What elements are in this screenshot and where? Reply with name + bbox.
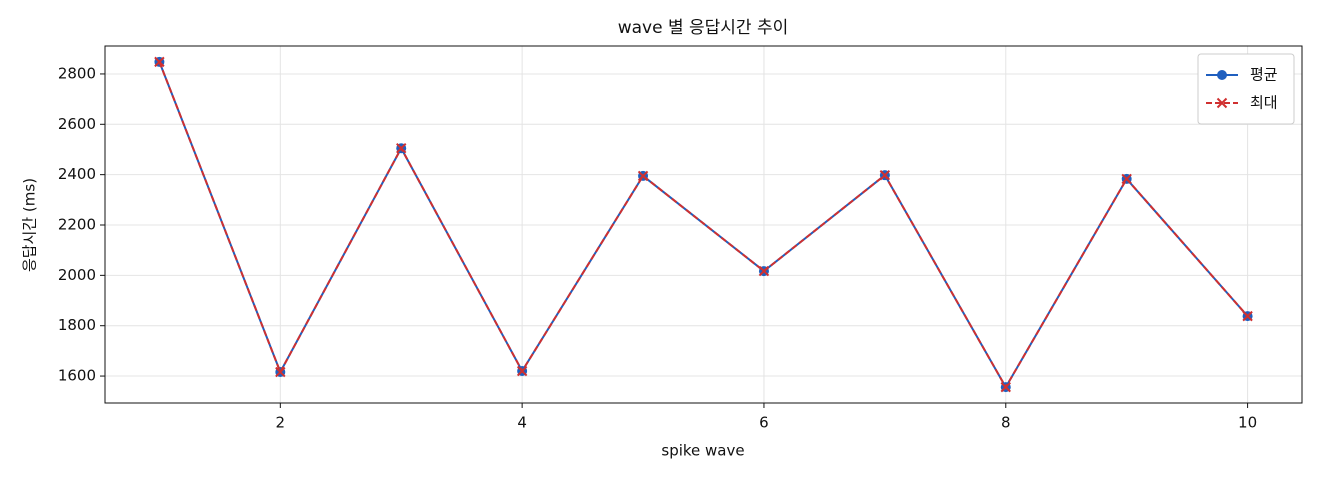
x-tick-label: 8 <box>1001 414 1011 432</box>
y-tick-label: 2400 <box>58 165 96 183</box>
marker <box>154 56 165 68</box>
plot-frame <box>104 45 1303 404</box>
legend-box <box>1197 53 1295 125</box>
legend-label: 최대 <box>1250 94 1278 112</box>
marker <box>516 365 528 377</box>
y-axis-label: 응답시간 (ms) <box>21 178 39 272</box>
x-tick-label: 4 <box>517 414 527 432</box>
marker <box>275 366 286 378</box>
legend-marker <box>1217 70 1227 80</box>
x-tick-label: 10 <box>1238 414 1257 432</box>
x-tick-label: 6 <box>759 414 769 432</box>
marker <box>758 265 770 277</box>
marker <box>1000 381 1011 393</box>
y-tick-label: 1800 <box>58 316 96 334</box>
marker <box>1121 173 1132 185</box>
legend-label: 평균 <box>1250 66 1278 84</box>
y-tick-label: 2600 <box>58 115 96 133</box>
y-tick-label: 2000 <box>58 266 96 284</box>
series-line <box>158 61 1249 390</box>
chart-title: wave 별 응답시간 추이 <box>618 18 789 38</box>
marker <box>396 143 407 154</box>
y-tick-label: 2200 <box>58 216 96 234</box>
y-tick-label: 2800 <box>58 64 96 82</box>
y-tick-label: 1600 <box>58 367 96 385</box>
marker <box>637 170 649 182</box>
legend-marker <box>1216 97 1228 109</box>
marker <box>1242 310 1253 322</box>
marker <box>879 169 891 181</box>
x-axis-label: spike wave <box>661 442 744 460</box>
x-tick-label: 2 <box>276 414 286 432</box>
